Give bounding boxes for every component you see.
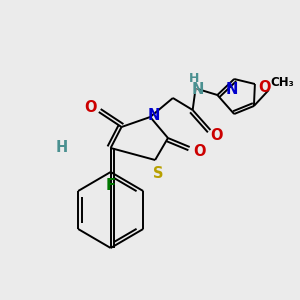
Text: N: N — [148, 107, 160, 122]
Text: O: O — [193, 143, 206, 158]
Text: H: H — [56, 140, 68, 155]
Text: S: S — [153, 166, 163, 181]
Text: N: N — [191, 82, 204, 97]
Text: O: O — [210, 128, 223, 143]
Text: O: O — [85, 100, 97, 116]
Text: O: O — [259, 80, 271, 94]
Text: F: F — [106, 178, 116, 194]
Text: CH₃: CH₃ — [271, 76, 295, 88]
Text: H: H — [188, 71, 199, 85]
Text: N: N — [226, 82, 239, 97]
